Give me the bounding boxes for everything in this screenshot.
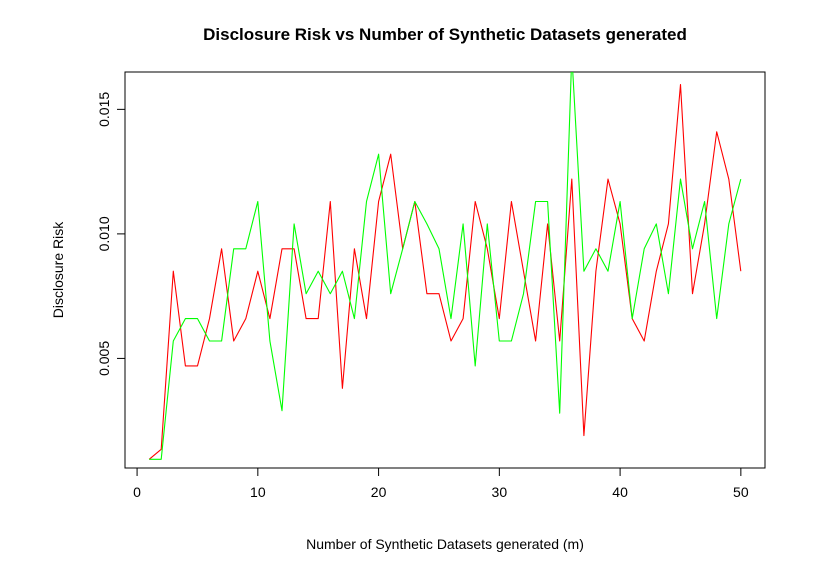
y-tick-label: 0.005 (96, 341, 112, 376)
x-tick-label: 20 (371, 484, 387, 500)
chart-title: Disclosure Risk vs Number of Synthetic D… (203, 25, 687, 44)
x-tick-label: 30 (492, 484, 508, 500)
y-tick-label: 0.015 (96, 92, 112, 127)
series-line-green (149, 72, 742, 460)
y-tick-label: 0.010 (96, 216, 112, 251)
x-tick-label: 0 (133, 484, 141, 500)
x-tick-label: 40 (612, 484, 628, 500)
x-axis-label: Number of Synthetic Datasets generated (… (306, 536, 584, 552)
y-axis-label: Disclosure Risk (50, 221, 66, 318)
x-tick-label: 10 (250, 484, 266, 500)
x-axis: 0 10 20 30 40 50 (133, 467, 749, 500)
plot-frame (124, 71, 766, 469)
series-layer (148, 72, 742, 460)
y-axis: 0.005 0.010 0.015 (96, 92, 126, 376)
series-line-red (148, 83, 742, 460)
x-tick-label: 50 (733, 484, 749, 500)
